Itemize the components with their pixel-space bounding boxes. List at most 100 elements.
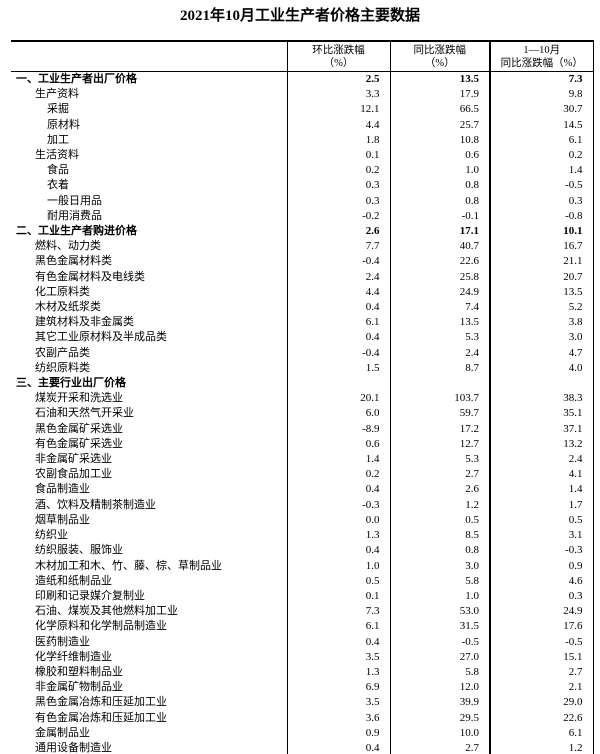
row-ytd-value: -0.3 [489, 543, 594, 559]
row-label: 其它工业原材料及半成品类 [35, 331, 167, 344]
table-row: 纺织业 1.3 8.5 3.1 [11, 528, 594, 544]
row-ytd-value: 4.0 [489, 360, 594, 377]
row-ytd-value: 16.7 [489, 239, 594, 255]
header-ytd-line2: 同比涨跌幅（%） [500, 57, 583, 69]
table-row: 非金属矿采选业 1.4 5.3 2.4 [11, 452, 594, 468]
row-ytd-value: 4.1 [489, 467, 594, 483]
table-body: 一、工业生产者出厂价格 2.5 13.5 7.3 生产资料 3.3 17.9 9… [11, 71, 594, 754]
row-ytd-value: 7.3 [489, 71, 594, 88]
row-label: 医药制造业 [35, 635, 90, 648]
row-yoy-value: 39.9 [389, 695, 490, 711]
row-mom-value: 2.5 [286, 71, 390, 88]
row-yoy-value: 2.6 [389, 482, 490, 498]
row-label: 金属制品业 [35, 726, 90, 739]
table-row: 原材料 4.4 25.7 14.5 [11, 117, 594, 133]
row-label: 烟草制品业 [35, 513, 90, 526]
row-label: 食品制造业 [35, 483, 90, 496]
row-yoy-value: 40.7 [389, 239, 490, 255]
table-row: 烟草制品业 0.0 0.5 0.5 [11, 512, 594, 529]
header-yoy-line2: （%） [424, 57, 455, 69]
row-label: 黑色金属矿采选业 [35, 422, 123, 435]
row-ytd-value: 0.5 [489, 512, 594, 529]
price-table: 环比涨跌幅 （%） 同比涨跌幅 （%） 1—10月 同比涨跌幅（%） 一、工业生… [11, 40, 594, 754]
row-ytd-value: 1.2 [489, 740, 594, 754]
table-row: 采掘 12.1 66.5 30.7 [11, 102, 594, 118]
table-row: 黑色金属冶炼和压延加工业 3.5 39.9 29.0 [11, 695, 594, 711]
row-yoy-value: 53.0 [389, 604, 490, 620]
table-row: 橡胶和塑料制品业 1.3 5.8 2.7 [11, 664, 594, 681]
row-ytd-value: 37.1 [489, 421, 594, 437]
row-yoy-value: 0.8 [389, 543, 490, 559]
row-yoy-value: 12.0 [389, 680, 490, 696]
row-mom-value: 0.3 [286, 193, 390, 209]
table-row: 印刷和记录媒介复制业 0.1 1.0 0.3 [11, 588, 594, 605]
row-label: 橡胶和塑料制品业 [35, 665, 123, 678]
table-row: 三、主要行业出厂价格 [11, 376, 594, 392]
row-label: 三、主要行业出厂价格 [16, 377, 126, 390]
row-yoy-value: 59.7 [389, 406, 490, 422]
header-ytd: 1—10月 同比涨跌幅（%） [489, 41, 594, 72]
row-mom-value: 7.7 [286, 239, 390, 255]
table-row: 其它工业原材料及半成品类 0.4 5.3 3.0 [11, 330, 594, 346]
row-label: 煤炭开采和洗选业 [35, 392, 123, 405]
table-row: 一般日用品 0.3 0.8 0.3 [11, 193, 594, 209]
row-label: 印刷和记录媒介复制业 [35, 589, 145, 602]
table-row: 有色金属矿采选业 0.6 12.7 13.2 [11, 436, 594, 453]
row-yoy-value: 17.2 [389, 421, 490, 437]
row-mom-value [286, 376, 390, 392]
row-yoy-value: 29.5 [389, 710, 490, 726]
row-mom-value: -0.2 [286, 208, 390, 225]
row-ytd-value: -0.5 [489, 178, 594, 194]
row-ytd-value: 6.1 [489, 132, 594, 149]
row-yoy-value: 31.5 [389, 619, 490, 635]
table-row: 生产资料 3.3 17.9 9.8 [11, 87, 594, 103]
row-label: 纺织服装、服饰业 [35, 544, 123, 557]
row-mom-value: 1.3 [286, 664, 390, 681]
header-yoy-line1: 同比涨跌幅 [413, 44, 467, 56]
table-row: 通用设备制造业 0.4 2.7 1.2 [11, 740, 594, 754]
row-mom-value: 7.3 [286, 604, 390, 620]
table-row: 一、工业生产者出厂价格 2.5 13.5 7.3 [11, 71, 594, 88]
table-row: 黑色金属材料类 -0.4 22.6 21.1 [11, 254, 594, 270]
row-mom-value: 0.4 [286, 482, 390, 498]
row-mom-value: -0.4 [286, 254, 390, 270]
row-mom-value: 3.6 [286, 710, 390, 726]
row-ytd-value: 4.6 [489, 573, 594, 589]
table-row: 纺织原料类 1.5 8.7 4.0 [11, 360, 594, 377]
row-mom-value: 2.4 [286, 269, 390, 285]
row-ytd-value: 2.4 [489, 452, 594, 468]
row-ytd-value: 3.0 [489, 330, 594, 346]
row-yoy-value: 5.8 [389, 573, 490, 589]
row-label: 纺织原料类 [35, 361, 90, 374]
row-yoy-value: 13.5 [389, 71, 490, 88]
row-mom-value: 1.0 [286, 558, 390, 574]
row-yoy-value: 1.0 [389, 163, 490, 179]
row-yoy-value: 5.8 [389, 664, 490, 681]
row-ytd-value: 1.4 [489, 482, 594, 498]
row-label: 有色金属冶炼和压延加工业 [35, 711, 167, 724]
row-label: 耐用消费品 [47, 209, 102, 222]
row-mom-value: 12.1 [286, 102, 390, 118]
row-yoy-value: 22.6 [389, 254, 490, 270]
row-mom-value: 0.3 [286, 178, 390, 194]
row-yoy-value: 10.0 [389, 725, 490, 741]
table-row: 农副食品加工业 0.2 2.7 4.1 [11, 467, 594, 483]
row-label: 生活资料 [35, 149, 79, 162]
table-row: 金属制品业 0.9 10.0 6.1 [11, 725, 594, 741]
row-yoy-value: 13.5 [389, 315, 490, 331]
row-mom-value: 0.6 [286, 436, 390, 453]
row-mom-value: 0.5 [286, 573, 390, 589]
table-row: 纺织服装、服饰业 0.4 0.8 -0.3 [11, 543, 594, 559]
header-mom-line1: 环比涨跌幅 [312, 44, 365, 56]
row-label: 化工原料类 [35, 285, 90, 298]
row-mom-value: 0.0 [286, 512, 390, 529]
row-ytd-value: 2.7 [489, 664, 594, 681]
row-ytd-value: 13.5 [489, 284, 594, 301]
row-yoy-value: 12.7 [389, 436, 490, 453]
row-yoy-value: 3.0 [389, 558, 490, 574]
row-label: 非金属矿物制品业 [35, 681, 123, 694]
table-row: 非金属矿物制品业 6.9 12.0 2.1 [11, 680, 594, 696]
row-yoy-value: 2.7 [389, 467, 490, 483]
row-mom-value: 1.5 [286, 360, 390, 377]
row-label: 农副产品类 [35, 346, 90, 359]
